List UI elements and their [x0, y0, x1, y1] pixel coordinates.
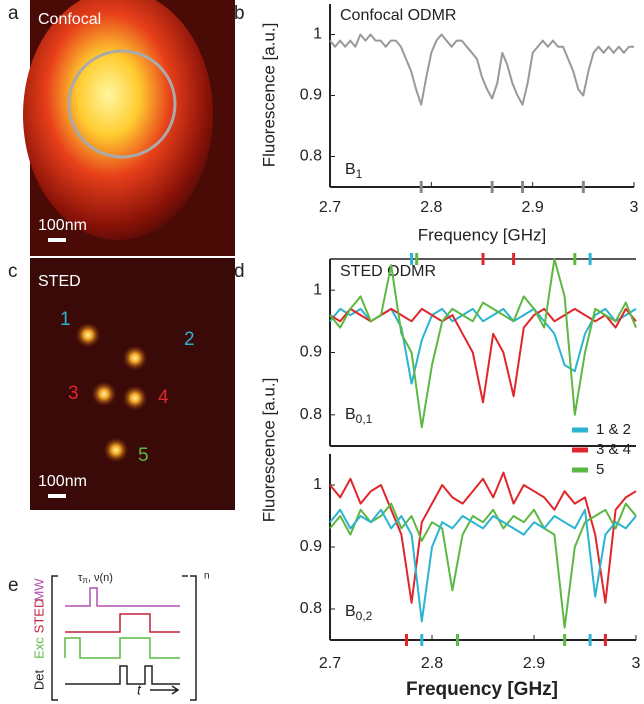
y-tick-label: 1: [313, 26, 322, 43]
panel-label: d: [234, 261, 245, 282]
annotation-main: B: [345, 603, 356, 620]
x-tick-label: 2.8: [421, 655, 443, 672]
x-tick-label: 3: [632, 655, 641, 672]
y-tick-label: 0.9: [300, 538, 322, 555]
channel-label: STED: [31, 599, 46, 634]
pulse-label-rest: , ν(n): [88, 572, 113, 584]
time-label: t: [137, 682, 142, 698]
panel-label: e: [8, 575, 19, 596]
panel-label: b: [234, 3, 245, 24]
annotation: B0,1: [345, 406, 373, 426]
annotation-main: B: [345, 406, 356, 423]
x-tick-label: 2.9: [522, 199, 544, 216]
channel-label: Det: [31, 669, 46, 690]
annotation-main: B: [345, 161, 356, 178]
channel-label: Exc: [31, 637, 46, 659]
confocal-image: Confocal 100nm: [23, 0, 235, 256]
chart-title: Confocal ODMR: [340, 7, 456, 24]
annotation: B1: [345, 161, 363, 181]
x-tick-label: 2.7: [319, 655, 341, 672]
legend-label: 1 & 2: [596, 421, 631, 438]
data-line: [329, 307, 637, 385]
y-tick-label: 0.9: [300, 344, 322, 361]
pulse-label-main: τ: [78, 572, 83, 584]
repeat-label: n: [204, 571, 210, 582]
channel-label: MW: [31, 578, 46, 602]
data-line: [329, 471, 637, 604]
legend-label: 5: [596, 461, 604, 478]
x-tick-label: 2.8: [420, 199, 442, 216]
data-line: [329, 33, 634, 106]
pulse-sequence: τπ, ν(n) t n MW STED Exc Det: [31, 571, 210, 701]
spot-label: 5: [138, 445, 149, 466]
y-axis-label: Fluorescence [a.u.]: [259, 378, 278, 523]
image-label: Confocal: [38, 11, 101, 28]
panel-label: a: [8, 3, 19, 24]
scale-bar-label: 100nm: [38, 473, 87, 490]
annotation-sub: 1: [356, 167, 363, 181]
data-line: [329, 508, 637, 623]
data-line: [329, 258, 637, 429]
x-tick-label: 3: [630, 199, 639, 216]
y-tick-label: 0.8: [300, 148, 322, 165]
y-tick-label: 0.9: [300, 87, 322, 104]
spot-label: 1: [60, 309, 71, 330]
x-axis-label: Frequency [GHz]: [406, 679, 558, 700]
annotation-sub: 0,2: [356, 609, 373, 623]
scale-bar-label: 100nm: [38, 217, 87, 234]
x-tick-label: 2.7: [319, 199, 341, 216]
x-axis-label: Frequency [GHz]: [418, 225, 547, 244]
y-tick-label: 1: [313, 476, 322, 493]
y-tick-label: 1: [313, 281, 322, 298]
x-tick-label: 2.9: [523, 655, 545, 672]
spot-label: 4: [158, 387, 169, 408]
sted-image: STED 1 2 3 4 5 100nm: [30, 258, 235, 510]
image-label: STED: [38, 273, 81, 290]
spot-label: 2: [184, 329, 195, 350]
y-tick-label: 0.8: [300, 600, 322, 617]
annotation: B0,2: [345, 603, 373, 623]
pulse-label-sub: π: [82, 576, 88, 585]
data-line: [329, 502, 637, 629]
pulse-label: τπ, ν(n): [78, 572, 113, 585]
y-tick-label: 0.8: [300, 406, 322, 423]
chart-title: STED ODMR: [340, 263, 436, 280]
spot-label: 3: [68, 383, 79, 404]
y-axis-label: Fluorescence [a.u.]: [259, 23, 278, 168]
legend-label: 3 & 4: [596, 441, 631, 458]
annotation-sub: 0,1: [356, 412, 373, 426]
panel-label: c: [8, 261, 18, 282]
